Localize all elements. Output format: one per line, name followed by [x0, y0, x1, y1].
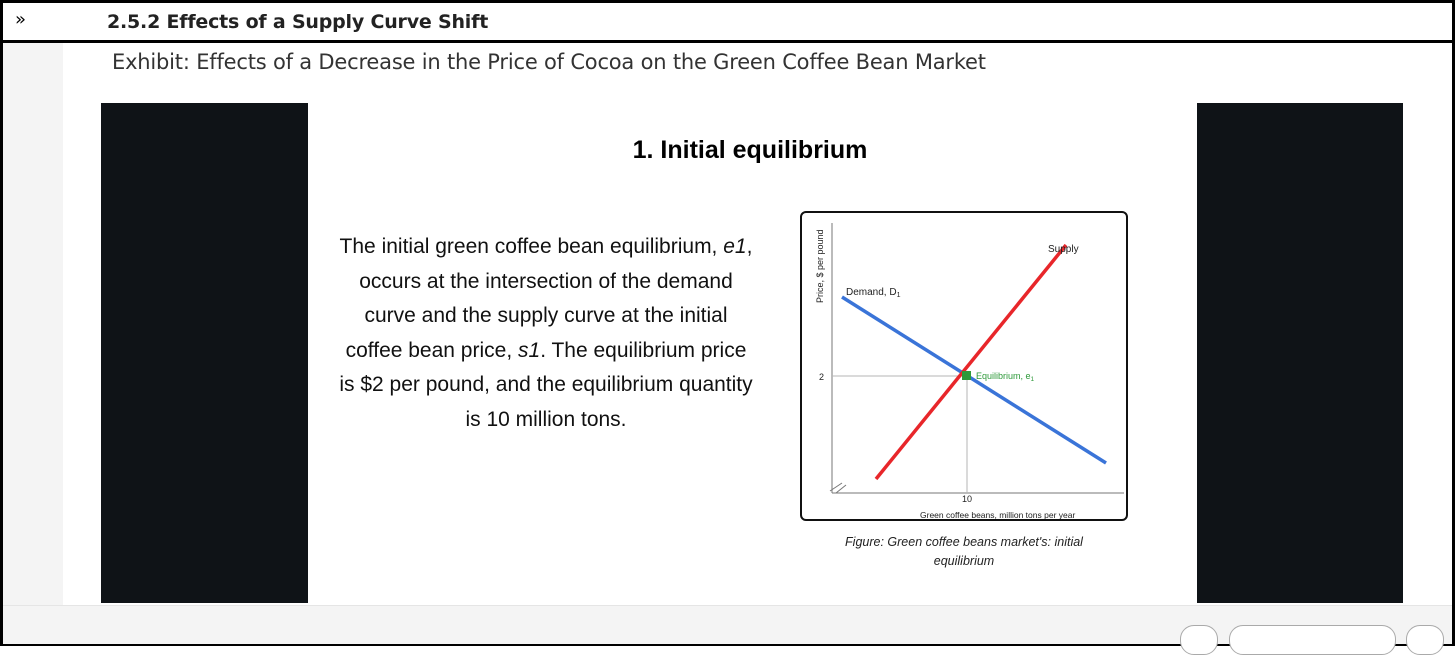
slide-progress-button[interactable] — [1229, 625, 1396, 655]
supply-label: Supply — [1048, 244, 1079, 255]
section-header: » 2.5.2 Effects of a Supply Curve Shift — [3, 3, 1452, 43]
slide-text-part: . The equilibrium price is $2 per pound,… — [339, 338, 753, 431]
y-tick-label: 2 — [819, 372, 824, 382]
x-tick-label: 10 — [962, 494, 972, 504]
graph-svg: Price, $ per pound 2 10 Green coffee bea… — [815, 223, 1124, 519]
slide-text-part: , occurs at the intersection of the dema… — [345, 235, 753, 362]
next-slide-button[interactable] — [1406, 625, 1444, 655]
equilibrium-label-subscript: 1 — [1031, 376, 1035, 383]
y-axis-label: Price, $ per pound — [815, 229, 825, 303]
slide-text-part: The initial green coffee bean equilibriu… — [339, 235, 724, 258]
demand-label-subscript: 1 — [897, 292, 901, 299]
axis-break-mark — [835, 484, 847, 494]
supply-demand-graph: Price, $ per pound 2 10 Green coffee bea… — [800, 211, 1128, 521]
x-axis-label: Green coffee beans, million tons per yea… — [920, 510, 1075, 519]
equilibrium-point — [962, 371, 971, 380]
demand-label-text: Demand, D — [846, 287, 897, 298]
slide-left-panel — [101, 103, 308, 603]
expand-sidebar-icon[interactable]: » — [15, 9, 27, 30]
slide-text-e1: e1 — [723, 235, 747, 258]
exhibit-title: Exhibit: Effects of a Decrease in the Pr… — [112, 50, 986, 74]
equilibrium-label: Equilibrium, e1 — [976, 371, 1035, 383]
slide-text-s1: s1 — [518, 338, 541, 362]
demand-label: Demand, D1 — [846, 287, 901, 299]
section-title: 2.5.2 Effects of a Supply Curve Shift — [107, 11, 489, 33]
slide-description: The initial green coffee bean equilibriu… — [336, 230, 756, 437]
figure-caption: Figure: Green coffee beans market's: ini… — [845, 535, 1083, 568]
slide-heading: 1. Initial equilibrium — [632, 136, 868, 164]
previous-slide-button[interactable] — [1180, 625, 1218, 655]
slide-right-panel — [1197, 103, 1403, 603]
supply-curve — [874, 243, 1068, 481]
demand-curve — [841, 295, 1107, 465]
axis-break-mark — [829, 482, 843, 492]
equilibrium-label-text: Equilibrium, e — [976, 371, 1031, 381]
